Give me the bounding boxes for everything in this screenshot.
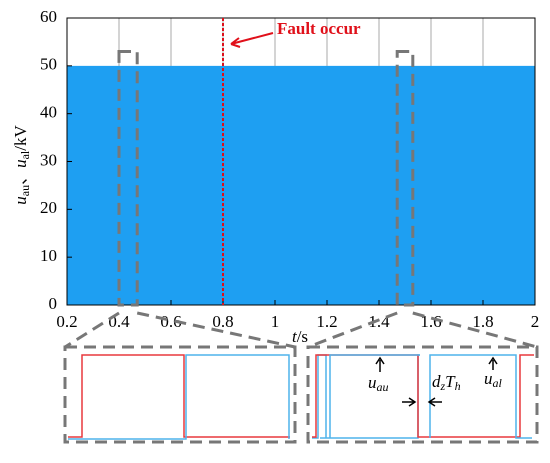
x-tick-label: 1 (271, 312, 280, 331)
fault-arrow (230, 32, 274, 48)
inset-left (63, 345, 297, 444)
x-tick-label: 1.6 (420, 312, 441, 331)
y-tick-label: 10 (40, 246, 57, 265)
inset-label: uau (368, 373, 389, 394)
inset-label: dzTh (432, 372, 461, 393)
x-tick-label: 0.8 (212, 312, 233, 331)
x-tick-label: 1.2 (316, 312, 337, 331)
y-tick-label: 30 (40, 150, 57, 169)
wave-blue (329, 354, 532, 439)
y-tick-label: 60 (40, 7, 57, 26)
inset-frame (306, 345, 539, 444)
zoom-connector (64, 311, 120, 349)
zoom-connector (136, 311, 296, 349)
wave-blue (68, 354, 290, 440)
y-tick-label: 50 (40, 55, 57, 74)
x-tick-label: 2 (531, 312, 540, 331)
y-tick-label: 40 (40, 103, 57, 122)
zoom-connector (307, 311, 398, 349)
wave-blue (312, 354, 420, 439)
y-tick-label: 0 (49, 294, 58, 313)
arrow (402, 397, 442, 407)
x-tick-label: 1.8 (472, 312, 493, 331)
inset-right (306, 345, 539, 444)
wave-red (312, 354, 534, 438)
x-tick-label: 0.2 (56, 312, 77, 331)
y-tick-label: 20 (40, 198, 57, 217)
inset-label: ual (484, 369, 503, 390)
zoom-box (395, 49, 415, 307)
area (67, 65, 535, 305)
x-tick-label: 0.4 (108, 312, 130, 331)
arrow (488, 356, 498, 370)
plot: 01020304050600.20.40.60.811.21.41.61.82F… (40, 7, 540, 349)
x-tick-label: 0.6 (160, 312, 181, 331)
zoom-box (117, 49, 139, 307)
zoom-connector (412, 311, 538, 349)
wave-red (68, 354, 290, 438)
annotation: Fault occur (277, 19, 361, 38)
arrow (375, 356, 385, 372)
x-axis-label: t/s (292, 327, 308, 346)
inset-frame (63, 345, 297, 444)
y-axis-label: uau、ual/kV (11, 125, 32, 205)
